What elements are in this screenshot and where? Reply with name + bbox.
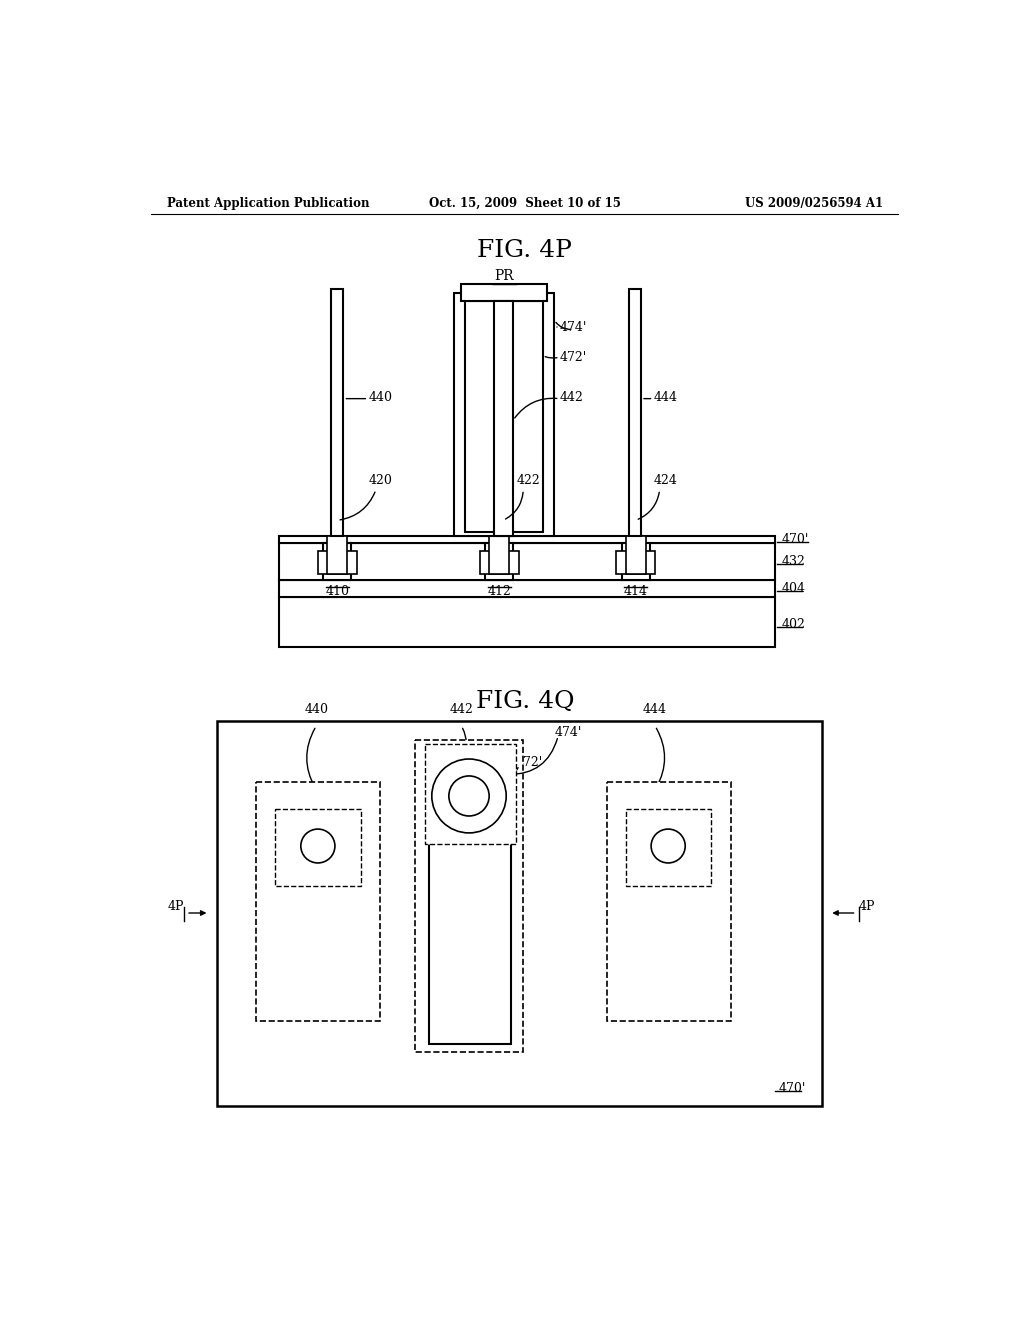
- Bar: [331, 289, 343, 536]
- Text: 472': 472': [560, 351, 587, 363]
- Bar: [626, 809, 711, 886]
- Bar: [280, 597, 775, 647]
- Text: 422: 422: [517, 474, 541, 487]
- Bar: [324, 544, 351, 581]
- Text: 440: 440: [369, 391, 392, 404]
- Circle shape: [301, 829, 335, 863]
- Bar: [256, 781, 380, 1020]
- Circle shape: [449, 776, 489, 816]
- Bar: [280, 536, 775, 544]
- Bar: [317, 552, 356, 574]
- Text: PR: PR: [494, 269, 514, 284]
- Bar: [489, 536, 509, 574]
- Bar: [622, 544, 649, 581]
- Bar: [485, 544, 513, 581]
- Bar: [454, 293, 554, 536]
- Bar: [630, 536, 642, 544]
- Bar: [493, 536, 506, 544]
- Text: 442: 442: [560, 391, 584, 404]
- Text: 402: 402: [781, 618, 805, 631]
- Bar: [275, 809, 360, 886]
- Bar: [616, 552, 655, 574]
- Text: 470': 470': [779, 1082, 806, 1096]
- Bar: [217, 721, 821, 1105]
- Text: FIG. 4P: FIG. 4P: [477, 239, 572, 263]
- Text: 4P: 4P: [167, 900, 183, 913]
- Text: 444: 444: [653, 391, 678, 404]
- Text: 432: 432: [781, 556, 805, 569]
- Bar: [607, 781, 731, 1020]
- Bar: [328, 536, 347, 574]
- Bar: [494, 301, 513, 536]
- Text: 470': 470': [781, 533, 809, 546]
- Text: 474': 474': [560, 321, 587, 334]
- Text: 472': 472': [515, 756, 543, 770]
- Text: Patent Application Publication: Patent Application Publication: [167, 197, 370, 210]
- Bar: [425, 743, 516, 843]
- Text: US 2009/0256594 A1: US 2009/0256594 A1: [744, 197, 883, 210]
- Text: 414: 414: [624, 585, 647, 598]
- Text: FIG. 4Q: FIG. 4Q: [475, 689, 574, 713]
- Bar: [331, 536, 343, 544]
- Text: 4P: 4P: [859, 900, 876, 913]
- Text: 412: 412: [487, 585, 511, 598]
- Bar: [465, 301, 543, 532]
- Text: 410: 410: [326, 585, 349, 598]
- Text: Oct. 15, 2009  Sheet 10 of 15: Oct. 15, 2009 Sheet 10 of 15: [429, 197, 621, 210]
- Text: 444: 444: [643, 702, 667, 715]
- Text: 440: 440: [304, 702, 329, 715]
- Bar: [480, 552, 518, 574]
- Text: 424: 424: [653, 474, 677, 487]
- Text: 420: 420: [369, 474, 392, 487]
- Bar: [415, 739, 523, 1052]
- Text: 442: 442: [450, 702, 473, 715]
- Bar: [280, 581, 775, 597]
- Bar: [280, 544, 775, 581]
- Text: 474': 474': [554, 726, 582, 739]
- Bar: [629, 289, 641, 536]
- Text: 404: 404: [781, 582, 805, 595]
- Circle shape: [651, 829, 685, 863]
- Bar: [429, 829, 511, 1044]
- Bar: [626, 536, 646, 574]
- Circle shape: [432, 759, 506, 833]
- Bar: [461, 284, 547, 301]
